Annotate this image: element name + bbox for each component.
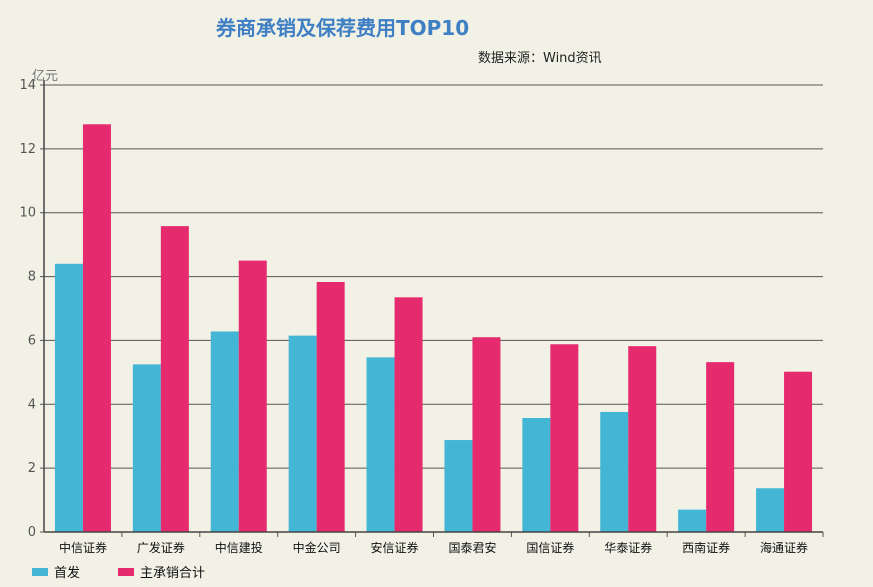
y-tick-label: 4 — [28, 397, 36, 412]
bar-underwriting-total — [316, 281, 345, 532]
bar-ipo — [132, 364, 161, 532]
bar-underwriting-total — [82, 124, 111, 532]
y-tick-label: 10 — [19, 206, 36, 221]
x-category-label: 海通证券 — [760, 540, 808, 555]
y-tick-label: 2 — [28, 461, 36, 476]
bar-underwriting-total — [238, 260, 267, 532]
y-unit-label: 亿元 — [32, 69, 58, 84]
bar-underwriting-total — [628, 346, 657, 532]
y-tick-label: 0 — [28, 525, 36, 540]
y-tick-label: 12 — [19, 142, 36, 157]
bar-ipo — [444, 440, 473, 532]
y-tick-label: 8 — [28, 270, 36, 285]
chart-title: 券商承销及保荐费用TOP10 — [216, 16, 470, 40]
gridlines — [44, 84, 823, 469]
bar-underwriting-total — [706, 362, 735, 532]
legend-label: 主承销合计 — [140, 566, 205, 581]
legend-swatch — [32, 568, 48, 576]
legend-label: 首发 — [54, 565, 80, 581]
y-tick-label: 14 — [19, 78, 36, 93]
x-category-label: 中金公司 — [293, 540, 341, 555]
x-category-label: 中信证券 — [59, 540, 107, 555]
bar-underwriting-total — [784, 371, 813, 532]
bar-underwriting-total — [394, 297, 423, 532]
x-category-label: 国泰君安 — [448, 540, 496, 555]
bar-underwriting-total — [472, 337, 501, 532]
bar-ipo — [756, 488, 785, 532]
x-category-label: 国信证券 — [526, 540, 574, 555]
bar-ipo — [678, 509, 707, 532]
bar-ipo — [522, 418, 551, 532]
x-category-label: 中信建投 — [215, 540, 263, 555]
y-tick-label: 6 — [28, 333, 36, 348]
legend: 首发 主承销合计 — [32, 565, 205, 581]
bar-underwriting-total — [160, 226, 189, 533]
bar-ipo — [210, 331, 239, 532]
bar-ipo — [288, 335, 317, 532]
bar-underwriting-total — [550, 344, 579, 532]
bars — [54, 124, 813, 533]
bar-ipo — [600, 411, 629, 532]
legend-swatch — [118, 568, 134, 576]
x-category-label: 安信证券 — [371, 540, 419, 555]
bar-ipo — [54, 263, 83, 532]
bar-ipo — [366, 357, 395, 532]
x-category-label: 华泰证券 — [604, 540, 652, 555]
source-note: 数据来源：Wind资讯 — [478, 51, 602, 66]
x-category-label: 广发证券 — [137, 540, 185, 555]
x-category-label: 西南证券 — [682, 540, 730, 555]
